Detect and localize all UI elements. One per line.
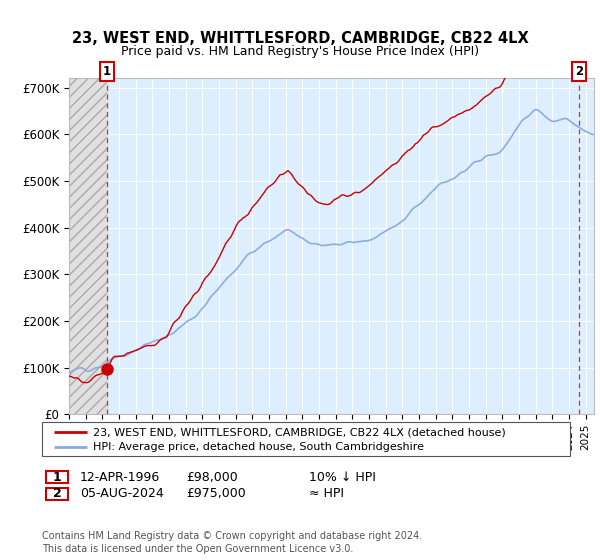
Text: Contains HM Land Registry data © Crown copyright and database right 2024.
This d: Contains HM Land Registry data © Crown c…: [42, 531, 422, 554]
Text: 1: 1: [103, 66, 111, 78]
Text: HPI: Average price, detached house, South Cambridgeshire: HPI: Average price, detached house, Sout…: [93, 442, 424, 452]
Text: 05-AUG-2024: 05-AUG-2024: [80, 487, 164, 501]
Bar: [69, 78, 107, 414]
Text: £975,000: £975,000: [186, 487, 246, 501]
Text: 2: 2: [53, 487, 61, 501]
Text: £98,000: £98,000: [186, 470, 238, 484]
Text: 1: 1: [53, 470, 61, 484]
Text: 23, WEST END, WHITTLESFORD, CAMBRIDGE, CB22 4LX: 23, WEST END, WHITTLESFORD, CAMBRIDGE, C…: [71, 31, 529, 45]
Text: 12-APR-1996: 12-APR-1996: [80, 470, 160, 484]
Text: 2: 2: [575, 66, 583, 78]
Text: ≈ HPI: ≈ HPI: [309, 487, 344, 501]
Text: 10% ↓ HPI: 10% ↓ HPI: [309, 470, 376, 484]
Bar: [69, 78, 107, 414]
Text: Price paid vs. HM Land Registry's House Price Index (HPI): Price paid vs. HM Land Registry's House …: [121, 45, 479, 58]
Text: 23, WEST END, WHITTLESFORD, CAMBRIDGE, CB22 4LX (detached house): 23, WEST END, WHITTLESFORD, CAMBRIDGE, C…: [93, 427, 506, 437]
